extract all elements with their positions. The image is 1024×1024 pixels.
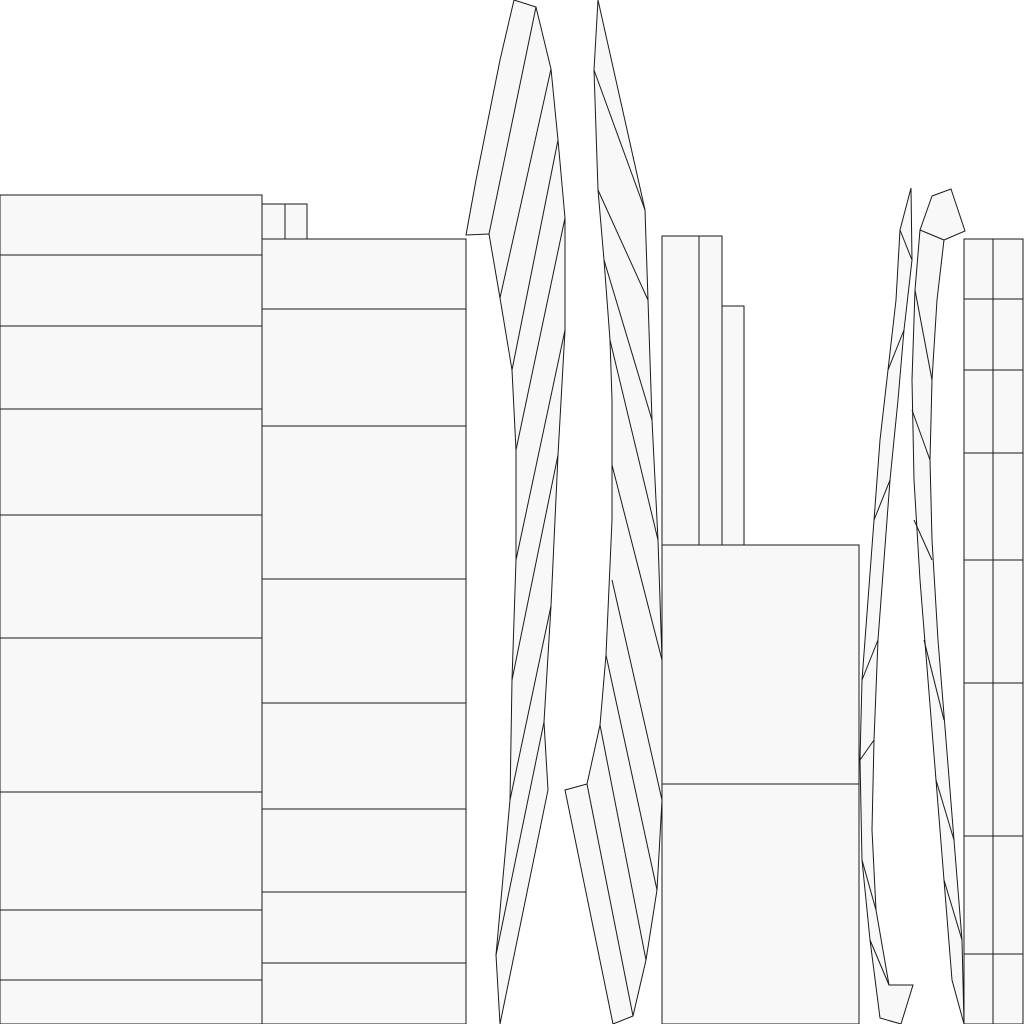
seam-line: [599, 724, 647, 961]
island-outline: [859, 187, 914, 1024]
seam-line: [603, 259, 653, 421]
uv-island-small-tab: [261, 203, 308, 240]
seam-line: [511, 454, 559, 681]
seam-line: [488, 6, 537, 235]
seam-line: [586, 783, 634, 1017]
seam-line: [597, 189, 649, 301]
seam-line: [919, 229, 945, 241]
seam-line: [943, 879, 963, 941]
uv-island-stepped-column: [661, 235, 745, 546]
seam-line: [859, 739, 875, 761]
seam-line: [499, 68, 552, 299]
uv-island-twisted-strip-1: [465, 0, 566, 1024]
uv-island-narrow-right-column: [963, 238, 1024, 1024]
seam-line: [899, 229, 913, 261]
uv-island-thin-twisted-strip: [911, 188, 966, 1024]
uv-island-lower-block: [661, 544, 860, 1024]
seam-line: [887, 329, 905, 371]
seam-line: [935, 779, 955, 841]
seam-line: [609, 339, 659, 541]
seam-line: [873, 479, 891, 521]
island-outline: [661, 235, 745, 546]
seam-line: [914, 289, 933, 381]
seam-line: [511, 139, 559, 371]
island-outline: [0, 194, 263, 1024]
seam-line: [913, 519, 933, 561]
seam-line: [923, 639, 945, 721]
seam-line: [611, 464, 663, 661]
uv-island-thin-curved-strip: [859, 187, 914, 1024]
seam-line: [509, 605, 552, 801]
seam-line: [869, 939, 890, 986]
uv-island-wide-middle: [261, 238, 467, 1024]
seam-line: [495, 721, 545, 956]
seam-line: [611, 579, 663, 801]
uv-island-twisted-strip-2: [564, 0, 663, 1024]
island-outline: [465, 0, 566, 1024]
uv-island-wide-left: [0, 194, 263, 1024]
seam-line: [515, 329, 566, 561]
seam-line: [605, 654, 658, 891]
seam-line: [861, 859, 877, 911]
seam-line: [911, 409, 931, 461]
island-outline: [564, 0, 663, 1024]
seam-line: [861, 639, 879, 681]
island-outline: [261, 238, 467, 1024]
seam-line: [593, 69, 646, 211]
seam-line: [515, 217, 566, 451]
